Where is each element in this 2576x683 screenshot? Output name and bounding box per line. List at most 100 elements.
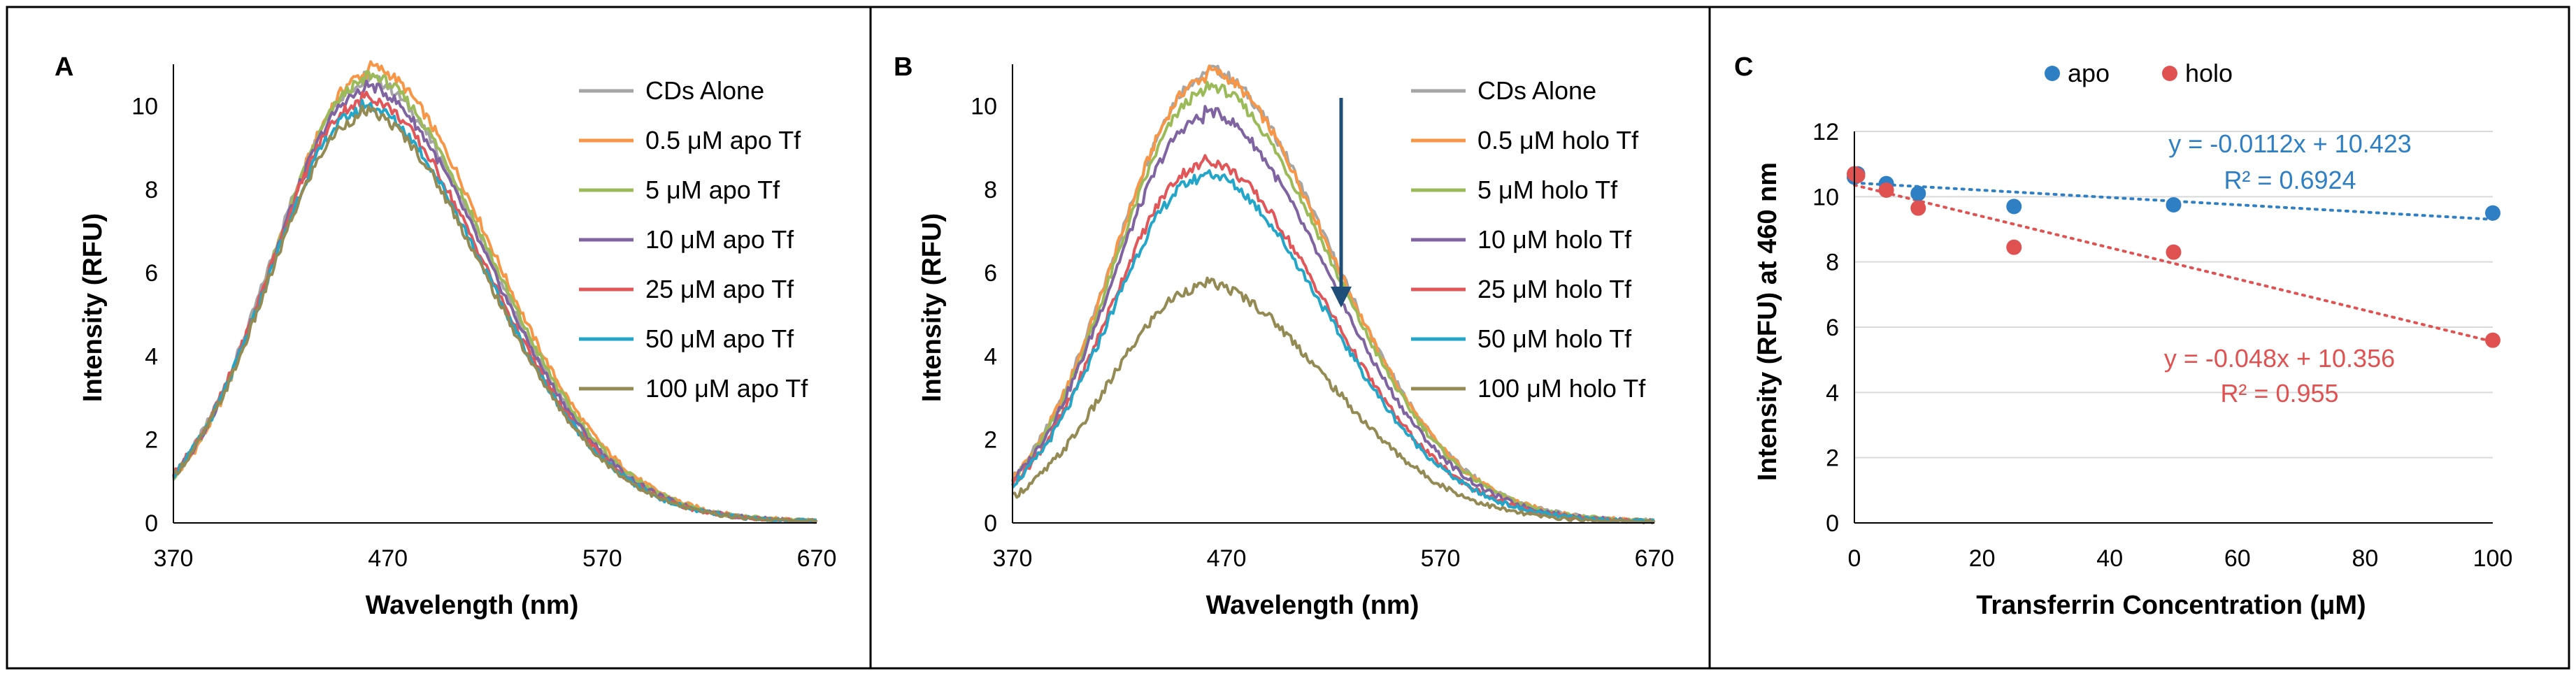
panel-c-y-tick-label: 6 [1826, 315, 1839, 341]
apo-trend-equation: y = -0.0112x + 10.423 [2168, 129, 2412, 158]
apo-legend-label: apo [2068, 59, 2110, 87]
holo-legend-marker [2162, 66, 2177, 81]
panel-b-x-tick-label: 570 [1421, 545, 1461, 572]
legend-label: CDs Alone [1477, 76, 1596, 105]
legend-label: 100 μM holo Tf [1477, 374, 1646, 403]
panel-c-y-tick-label: 0 [1826, 510, 1839, 537]
legend-label: 50 μM apo Tf [645, 324, 794, 353]
panel-c-x-tick-label: 60 [2224, 545, 2251, 572]
panel-b-y-title: Intensity (RFU) [917, 213, 947, 402]
holo-data-point [2006, 239, 2022, 255]
panel-a-y-tick-label: 4 [145, 343, 158, 370]
holo-data-point [1849, 168, 1866, 183]
panel-c-y-tick-label: 2 [1826, 445, 1839, 472]
apo-data-point [2485, 205, 2500, 221]
holo-trendline [1853, 183, 2494, 343]
panel-a-y-tick-label: 10 [131, 94, 158, 120]
apo-data-point [1910, 185, 1926, 201]
panel-c-x-title: Transferrin Concentration (μM) [1976, 591, 2366, 620]
legend-label: 25 μM holo Tf [1477, 275, 1632, 303]
panel-b-y-tick-label: 2 [984, 427, 997, 454]
apo-data-point [2006, 199, 2022, 215]
panel-b-x-tick-label: 370 [993, 545, 1033, 572]
legend-label: CDs Alone [645, 76, 764, 105]
panel-b-y-tick-label: 0 [984, 510, 997, 537]
panel-label-a: A [55, 52, 73, 82]
panel-b-y-tick-label: 10 [971, 94, 997, 120]
apo-legend-marker [2045, 66, 2060, 81]
holo-data-point [1878, 182, 1894, 198]
panel-a-legend: CDs Alone 0.5 μM apo Tf 5 μM apo Tf 10 μM a… [579, 76, 808, 403]
apo-data-point [2166, 197, 2182, 213]
series-line-7 [1012, 276, 1656, 524]
holo-legend-label: holo [2185, 59, 2233, 87]
holo-trend-equation: y = -0.048x + 10.356 [2164, 344, 2395, 373]
panel-a: A 0 2 4 6 8 10 370 470 570 670 Wavelength (nm) I… [55, 52, 836, 620]
legend-label: 5 μM apo Tf [645, 175, 780, 204]
holo-data-point [1910, 200, 1926, 216]
panel-a-y-tick-label: 8 [145, 177, 158, 203]
series-line-1 [1011, 64, 1656, 524]
panel-a-y-title: Intensity (RFU) [78, 213, 108, 402]
panel-b-series-lines [1011, 64, 1656, 524]
series-line-5 [172, 90, 817, 524]
panel-a-y-tick-label: 0 [145, 510, 158, 537]
panel-c-y-tick-label: 12 [1812, 119, 1839, 145]
legend-label: 0.5 μM apo Tf [645, 126, 801, 154]
panel-c-x-ticks: 0 20 40 60 80 100 [1848, 545, 2513, 572]
panel-a-y-tick-label: 6 [145, 260, 158, 287]
holo-data-point [2166, 244, 2182, 260]
apo-trendline [1853, 181, 2494, 221]
panel-label-c: C [1734, 52, 1753, 82]
panel-a-x-title: Wavelength (nm) [366, 591, 579, 620]
panel-a-y-tick-label: 2 [145, 427, 158, 454]
panel-c: C 0 2 4 6 8 10 12 0 20 40 60 80 100 Transferrin Con… [1734, 52, 2512, 620]
legend-label: 5 μM holo Tf [1477, 175, 1618, 204]
figure-frame [6, 6, 2570, 670]
panel-c-y-tick-label: 8 [1826, 250, 1839, 276]
holo-trend-r-squared: R² = 0.955 [2220, 379, 2338, 408]
panel-b-x-tick-label: 470 [1207, 545, 1247, 572]
panel-b: B 0 2 4 6 8 10 370 470 570 670 Wavelength (nm) I… [894, 52, 1674, 620]
legend-label: 50 μM holo Tf [1477, 324, 1632, 353]
panel-c-annotations: y = -0.0112x + 10.423 R² = 0.6924 y = -0.0… [2164, 129, 2412, 408]
apo-trend-r-squared: R² = 0.6924 [2224, 166, 2356, 194]
legend-label: 0.5 μM holo Tf [1477, 126, 1639, 154]
panel-label-b: B [894, 52, 913, 82]
panel-a-x-tick-label: 670 [797, 545, 837, 572]
holo-data-point [2485, 332, 2500, 348]
legend-label: 25 μM apo Tf [645, 275, 794, 303]
series-line-6 [1011, 169, 1655, 524]
panel-b-y-tick-label: 8 [984, 177, 997, 203]
panel-c-y-tick-label: 10 [1812, 184, 1839, 210]
panel-c-x-tick-label: 40 [2096, 545, 2123, 572]
series-line-6 [172, 99, 817, 524]
panel-b-y-tick-label: 4 [984, 343, 997, 370]
legend-label: 10 μM holo Tf [1477, 225, 1632, 254]
panel-b-trend-arrow [1331, 98, 1352, 308]
panel-b-x-title: Wavelength (nm) [1206, 591, 1419, 620]
legend-label: 100 μM apo Tf [645, 374, 808, 403]
panel-c-x-tick-label: 0 [1848, 545, 1861, 572]
panel-a-x-tick-label: 370 [154, 545, 194, 572]
panel-c-x-tick-label: 100 [2473, 545, 2513, 572]
panel-c-y-ticks: 0 2 4 6 8 10 12 [1812, 119, 1839, 537]
panel-a-x-ticks: 370 470 570 670 [154, 545, 837, 572]
panel-a-x-tick-label: 570 [582, 545, 622, 572]
panel-b-x-ticks: 370 470 570 670 [993, 545, 1675, 572]
panel-b-legend: CDs Alone 0.5 μM holo Tf 5 μM holo Tf 10 μM… [1411, 76, 1646, 403]
panel-c-legend: apo holo [2045, 59, 2233, 87]
series-line-7 [172, 104, 818, 524]
panel-b-y-tick-label: 6 [984, 260, 997, 287]
panel-b-x-tick-label: 670 [1635, 545, 1675, 572]
series-line-4 [1011, 105, 1655, 524]
panel-c-y-title: Intensity (RFU) at 460 nm [1753, 162, 1782, 481]
panel-c-trendlines [1853, 181, 2494, 343]
panel-c-x-tick-label: 20 [1969, 545, 1996, 572]
panel-a-y-ticks: 0 2 4 6 8 10 [131, 94, 158, 537]
panel-a-x-tick-label: 470 [368, 545, 408, 572]
panel-b-y-ticks: 0 2 4 6 8 10 [971, 94, 997, 537]
panel-c-x-tick-label: 80 [2352, 545, 2378, 572]
panel-c-y-tick-label: 4 [1826, 380, 1839, 406]
